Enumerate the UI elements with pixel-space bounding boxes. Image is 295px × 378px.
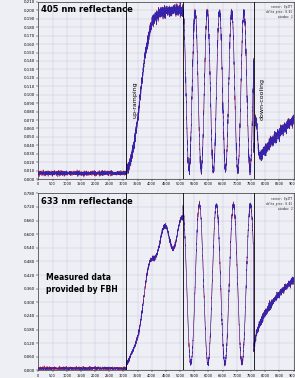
Text: down-cooling: down-cooling [259, 78, 264, 120]
Text: 633 nm reflectance: 633 nm reflectance [41, 197, 133, 206]
Text: Measured data
provided by FBH: Measured data provided by FBH [46, 273, 118, 294]
Text: up-ramping: up-ramping [133, 81, 138, 118]
Text: sensor: EpITT
delta_proc: 0.01
window: 2: sensor: EpITT delta_proc: 0.01 window: 2 [266, 197, 292, 211]
Text: sensor: EpITT
delta_proc: 0.01
window: 2: sensor: EpITT delta_proc: 0.01 window: 2 [266, 5, 292, 19]
Text: 405 nm reflectance: 405 nm reflectance [41, 5, 133, 14]
